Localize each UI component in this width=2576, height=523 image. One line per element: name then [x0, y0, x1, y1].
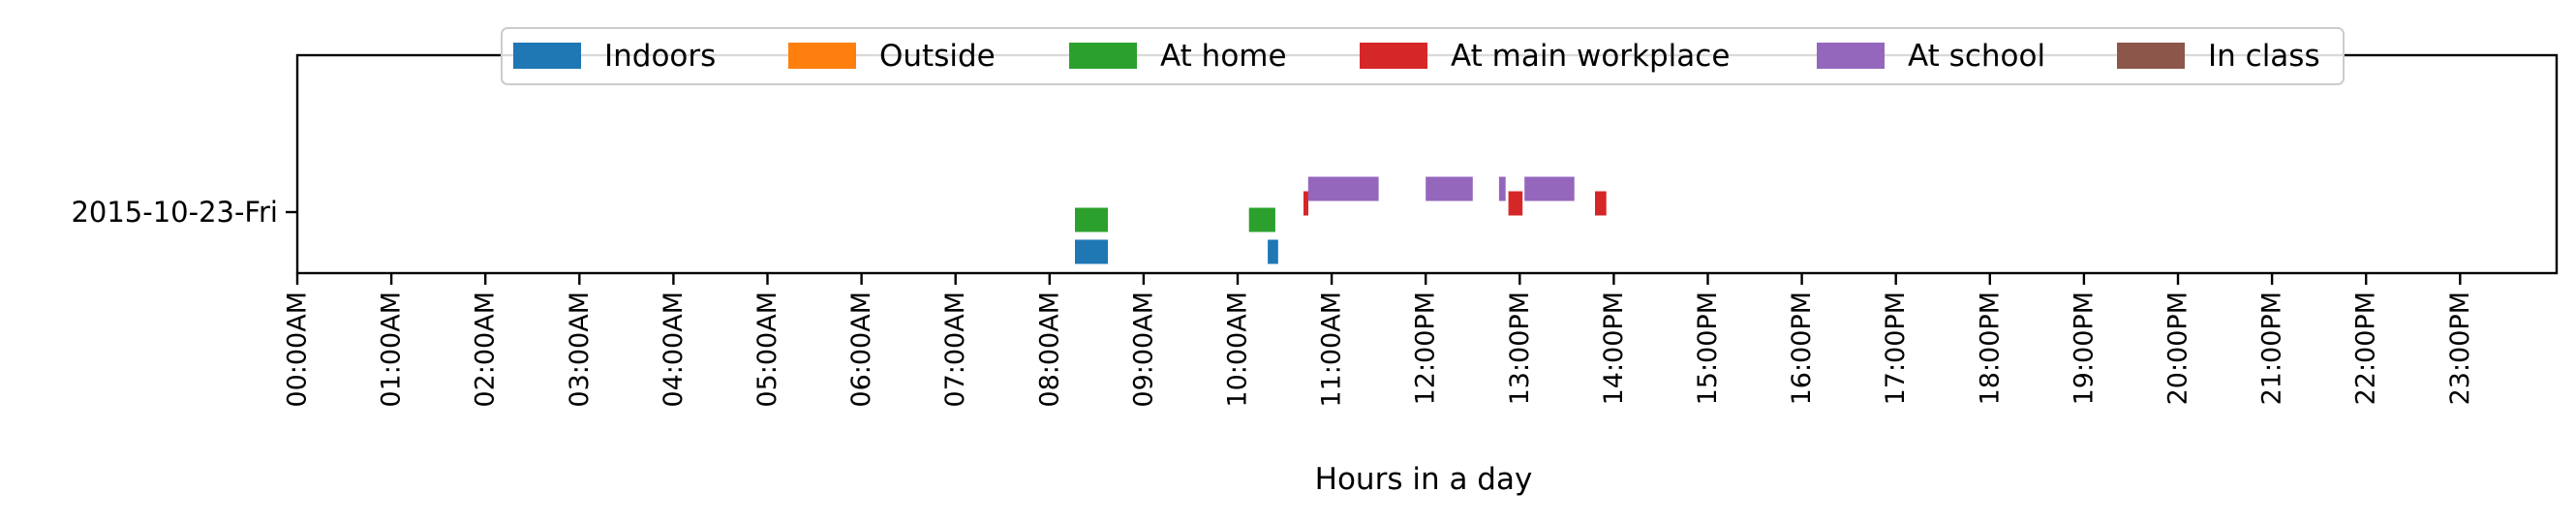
x-tick-label: 04:00AM: [659, 292, 689, 408]
x-tick-label: 23:00PM: [2445, 292, 2475, 405]
legend-label-at-main-workplace: At main workplace: [1451, 39, 1730, 74]
x-tick-label: 02:00AM: [471, 292, 501, 408]
x-axis: 00:00AM 01:00AM 02:00AM 03:00AM 04:00AM 05:00…: [283, 273, 2475, 408]
x-tick-label: 21:00PM: [2257, 292, 2287, 405]
y-axis: 2015-10-23-Fri: [71, 196, 297, 229]
legend-label-in-class: In class: [2208, 39, 2320, 74]
x-tick-label: 13:00PM: [1505, 292, 1535, 405]
x-tick-label: 00:00AM: [283, 292, 313, 408]
x-tick-label: 14:00PM: [1599, 292, 1629, 405]
plot-area-frame: [295, 53, 2559, 275]
bar-at-home: [1248, 207, 1275, 232]
bar-at-main-workplace: [1595, 191, 1607, 216]
bar-indoors: [1268, 239, 1278, 264]
x-tick-label: 16:00PM: [1787, 292, 1817, 405]
bar-indoors: [1075, 239, 1108, 264]
x-tick-label: 03:00AM: [565, 292, 595, 408]
bars-layer: [1075, 176, 1607, 264]
x-tick-label: 11:00AM: [1317, 292, 1347, 408]
bar-at-main-workplace: [1508, 191, 1523, 216]
x-axis-label: Hours in a day: [1315, 462, 1533, 497]
x-tick-label: 01:00AM: [377, 292, 407, 408]
x-tick-label: 09:00AM: [1128, 292, 1158, 408]
x-tick-label: 20:00PM: [2163, 292, 2193, 405]
legend-label-at-home: At home: [1160, 39, 1287, 74]
legend-swatch-at-main-workplace: [1360, 43, 1427, 69]
x-tick-label: 19:00PM: [2069, 292, 2099, 405]
bar-at-school: [1524, 176, 1575, 201]
x-tick-label: 17:00PM: [1881, 292, 1911, 405]
legend-swatch-in-class: [2117, 43, 2185, 69]
legend-label-at-school: At school: [1908, 39, 2045, 74]
x-tick-label: 05:00AM: [752, 292, 782, 408]
x-tick-label: 12:00PM: [1411, 292, 1441, 405]
x-tick-label: 18:00PM: [1975, 292, 2005, 405]
bar-at-school: [1426, 176, 1473, 201]
legend-swatch-at-school: [1817, 43, 1885, 69]
bar-at-main-workplace: [1303, 191, 1308, 216]
x-tick-label: 10:00AM: [1223, 292, 1253, 408]
bar-at-school: [1498, 176, 1506, 201]
x-tick-label: 06:00AM: [846, 292, 876, 408]
legend: Indoors Outside At home At main workplace At…: [501, 27, 2345, 85]
x-tick-label: 08:00AM: [1034, 292, 1064, 408]
legend-label-indoors: Indoors: [604, 39, 716, 74]
legend-swatch-indoors: [513, 43, 581, 69]
bar-at-home: [1075, 207, 1108, 232]
bar-at-school: [1307, 176, 1379, 201]
x-tick-label: 07:00AM: [940, 292, 970, 408]
legend-swatch-outside: [788, 43, 856, 69]
legend-label-outside: Outside: [879, 39, 996, 74]
legend-swatch-at-home: [1069, 43, 1137, 69]
y-tick-label: 2015-10-23-Fri: [71, 196, 278, 229]
x-tick-label: 15:00PM: [1693, 292, 1723, 405]
x-tick-label: 22:00PM: [2351, 292, 2381, 405]
